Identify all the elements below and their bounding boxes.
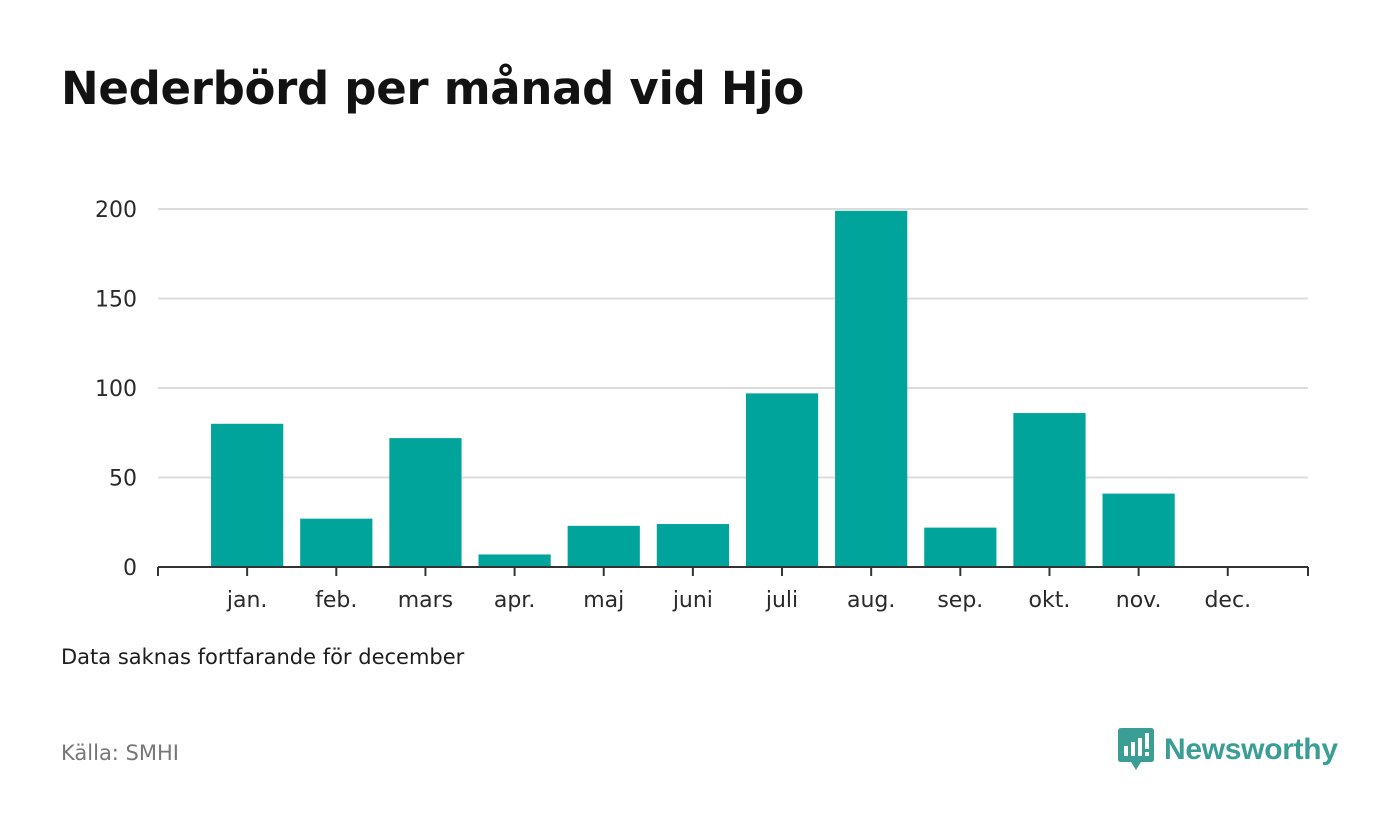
x-tick-labels: jan. feb. mars apr. maj juni juli aug. sep. okt. n… (226, 588, 1251, 613)
y-tick-label: 0 (123, 556, 137, 581)
footnote: Data saknas fortfarande för december (61, 645, 465, 669)
y-tick-label: 150 (95, 288, 137, 313)
bar (745, 393, 819, 567)
x-tick-label: aug. (847, 588, 895, 613)
x-tick-label: juni (672, 588, 713, 613)
brand-name: Newsworthy (1164, 733, 1338, 766)
grid-lines (158, 208, 1308, 479)
bar (656, 524, 729, 567)
chart-title: Nederbörd per månad vid Hjo (61, 62, 804, 115)
bar (211, 423, 284, 567)
x-tick-label: apr. (494, 588, 535, 613)
bar-chart: 0 50 100 150 200 jan. feb. mars apr. maj juni juli… (95, 198, 1309, 613)
bar (567, 525, 640, 567)
bars (211, 210, 1175, 568)
bar (478, 554, 551, 567)
x-tick-label: jan. (226, 588, 268, 613)
x-tick-label: okt. (1029, 588, 1071, 613)
x-tick-label: dec. (1204, 588, 1251, 613)
bar (300, 518, 373, 567)
x-tick-label: sep. (937, 588, 983, 613)
x-tick-label: mars (398, 588, 453, 613)
bar (1013, 413, 1086, 567)
source-label: Källa: SMHI (61, 741, 179, 765)
x-tick-label: maj (583, 588, 624, 613)
x-axis (157, 566, 1309, 576)
y-tick-label: 50 (109, 467, 137, 492)
brand-logo: Newsworthy (1118, 728, 1338, 772)
y-tick-label: 100 (95, 377, 137, 402)
bar (389, 438, 462, 567)
x-tick-label: nov. (1116, 588, 1162, 613)
y-tick-labels: 0 50 100 150 200 (95, 198, 137, 581)
bar (835, 210, 908, 568)
x-tick-label: juli (765, 588, 798, 613)
bar (1102, 493, 1175, 567)
y-tick-label: 200 (95, 198, 137, 223)
x-tick-label: feb. (315, 588, 357, 613)
bar (924, 527, 997, 567)
newsworthy-logo-icon (1118, 728, 1154, 770)
